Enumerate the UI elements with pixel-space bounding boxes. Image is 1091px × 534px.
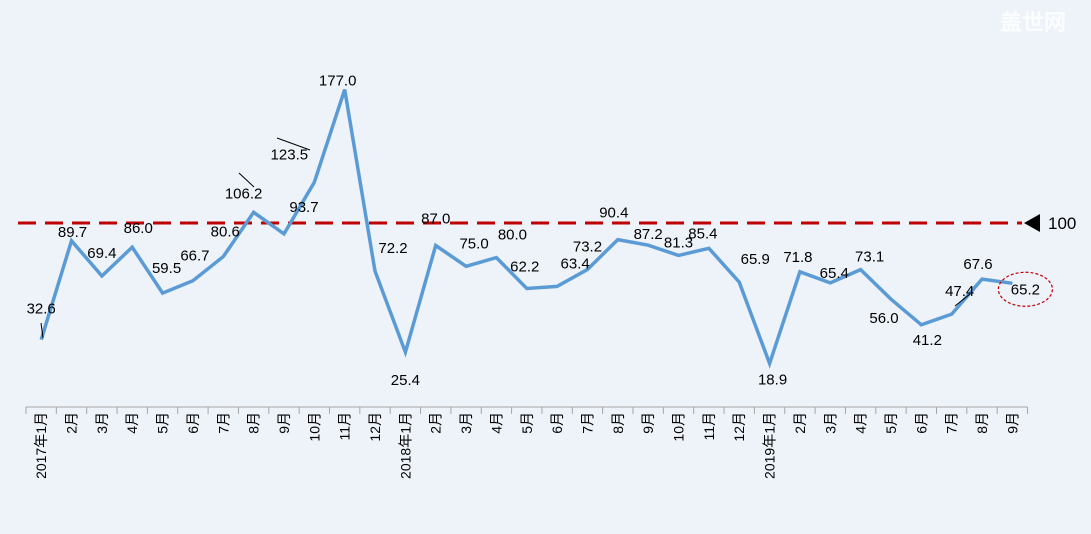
data-labels: 32.6 89.769.4 86.0 59.566.780.6 106.2 93.7 123…: [27, 73, 1053, 389]
x-tick-label: 2017年1月: [33, 412, 49, 479]
x-tick-label: 9月: [276, 412, 292, 434]
highlight-circle: [997, 271, 1053, 307]
x-tick-label: 3月: [822, 412, 838, 434]
x-tick-label: 4月: [488, 412, 504, 434]
x-tick-label: 10月: [671, 412, 687, 442]
data-label: 90.4: [599, 205, 628, 222]
x-tick-label: 7月: [944, 412, 960, 434]
reference-line-label: 100: [1048, 214, 1076, 233]
series-group: [39, 89, 1013, 369]
x-tick-label: 5月: [883, 412, 899, 434]
x-tick-label: 8月: [974, 412, 990, 434]
data-label: 62.2: [510, 258, 539, 275]
x-tick-label: 7月: [579, 412, 595, 434]
data-label: 25.4: [391, 372, 420, 389]
data-label: 81.3: [664, 234, 693, 251]
x-tick-label: 12月: [367, 412, 383, 442]
data-label: 73.2: [573, 238, 602, 255]
x-tick-label: 12月: [731, 412, 747, 442]
x-tick-label: 4月: [124, 412, 140, 434]
x-tick-label: 11月: [701, 412, 717, 441]
x-axis: 2017年1月 2月 3月 4月 5月 6月 7月 8月 9月 10月 11月 12月 2018年1月 2…: [25, 406, 1029, 479]
data-label: 85.4: [688, 225, 717, 242]
x-tick-label: 6月: [549, 412, 565, 434]
data-label: 66.7: [180, 248, 209, 265]
data-label: 123.5: [271, 146, 309, 163]
x-tick-label: 9月: [1004, 412, 1020, 434]
x-tick-label: 2019年1月: [762, 412, 778, 479]
watermark-text: 盖世网: [1000, 10, 1066, 35]
x-tick-label: 5月: [155, 412, 171, 434]
data-label: 71.8: [783, 249, 812, 266]
x-tick-label: 8月: [610, 412, 626, 434]
data-label: 65.4: [820, 265, 849, 282]
x-tick-label: 8月: [246, 412, 262, 434]
data-label: 87.2: [634, 226, 663, 243]
x-tick-label: 5月: [519, 412, 535, 434]
data-label: 65.2: [1011, 281, 1040, 298]
x-tick-label: 10月: [306, 412, 322, 442]
x-tick-label: 3月: [94, 412, 110, 434]
data-label: 32.6: [27, 301, 56, 318]
x-tick-label: 6月: [185, 412, 201, 434]
data-label: 93.7: [289, 199, 318, 216]
data-label: 56.0: [869, 310, 898, 327]
data-label: 63.4: [561, 255, 590, 272]
data-label: 67.6: [963, 256, 992, 273]
reference-arrow-icon: [1024, 214, 1040, 232]
data-label: 75.0: [459, 235, 488, 252]
reference-line-group: 100: [18, 214, 1076, 233]
data-label: 80.0: [498, 227, 527, 244]
data-label: 86.0: [124, 220, 153, 237]
data-label: 177.0: [319, 73, 357, 90]
x-tick-label: 2018年1月: [397, 412, 413, 479]
label-leader-line: [238, 172, 255, 188]
x-tick-label: 2月: [64, 412, 80, 434]
data-label: 41.2: [913, 332, 942, 349]
x-tick-label: 6月: [913, 412, 929, 434]
label-leader-line: [954, 293, 971, 307]
data-label: 89.7: [58, 224, 87, 241]
series-line: [39, 89, 1013, 369]
data-label: 87.0: [421, 211, 450, 228]
x-tick-label: 2月: [428, 412, 444, 434]
x-tick-label: 4月: [853, 412, 869, 434]
data-label: 59.5: [152, 260, 181, 277]
data-label: 106.2: [225, 185, 263, 202]
data-label: 69.4: [87, 245, 116, 262]
label-leader-line: [276, 137, 311, 151]
data-label: 80.6: [211, 224, 240, 241]
x-tick-label: 9月: [640, 412, 656, 434]
x-tick-label: 11月: [337, 412, 353, 441]
x-tick-label: 7月: [215, 412, 231, 434]
x-tick-label: 2月: [792, 412, 808, 434]
data-label: 18.9: [758, 371, 787, 388]
data-label: 47.4: [945, 283, 974, 300]
data-label: 72.2: [378, 240, 407, 257]
data-label: 65.9: [741, 251, 770, 268]
data-label: 73.1: [855, 249, 884, 266]
x-tick-label: 3月: [458, 412, 474, 434]
label-leader-line: [40, 322, 44, 339]
